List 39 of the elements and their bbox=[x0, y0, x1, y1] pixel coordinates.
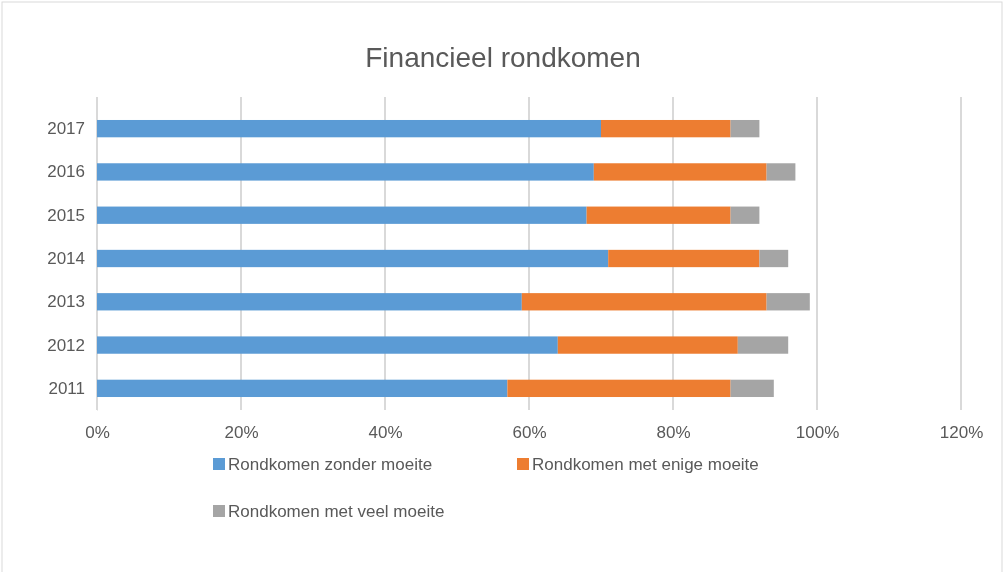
legend-label: Rondkomen met veel moeite bbox=[228, 502, 445, 521]
x-tick-label: 60% bbox=[512, 423, 547, 443]
y-tick-label: 2016 bbox=[47, 162, 85, 182]
bar bbox=[730, 119, 760, 138]
bar bbox=[521, 293, 767, 311]
bar bbox=[557, 336, 738, 354]
legend-label: Rondkomen met enige moeite bbox=[532, 455, 759, 474]
bar bbox=[97, 163, 594, 181]
y-tick-label: 2015 bbox=[47, 205, 85, 225]
y-tick-label: 2011 bbox=[48, 378, 85, 398]
x-tick-label: 20% bbox=[224, 423, 259, 443]
y-tick-label: 2017 bbox=[47, 119, 85, 139]
chart-title: Financieel rondkomen bbox=[365, 42, 641, 73]
x-tick-label: 80% bbox=[656, 423, 691, 443]
bar bbox=[97, 206, 587, 224]
bar bbox=[766, 293, 810, 311]
legend-label: Rondkomen zonder moeite bbox=[228, 455, 433, 474]
bar bbox=[97, 249, 609, 268]
bar bbox=[730, 206, 760, 224]
x-tick-label: 100% bbox=[795, 423, 840, 443]
y-tick-label: 2012 bbox=[47, 335, 85, 355]
bar bbox=[759, 249, 789, 268]
bar bbox=[601, 119, 731, 138]
bar bbox=[593, 163, 767, 181]
bar bbox=[97, 293, 522, 311]
bar bbox=[730, 379, 774, 398]
bar bbox=[586, 206, 731, 224]
x-tick-label: 120% bbox=[939, 423, 984, 443]
bar bbox=[766, 163, 796, 181]
bar bbox=[507, 379, 731, 398]
bar bbox=[608, 249, 760, 268]
bar bbox=[737, 336, 789, 354]
y-tick-label: 2014 bbox=[47, 248, 85, 268]
bar bbox=[97, 119, 601, 138]
bar bbox=[97, 379, 508, 398]
x-tick-label: 40% bbox=[368, 423, 403, 443]
bar bbox=[97, 336, 558, 354]
x-tick-label: 0% bbox=[85, 423, 110, 443]
y-tick-label: 2013 bbox=[47, 292, 85, 312]
